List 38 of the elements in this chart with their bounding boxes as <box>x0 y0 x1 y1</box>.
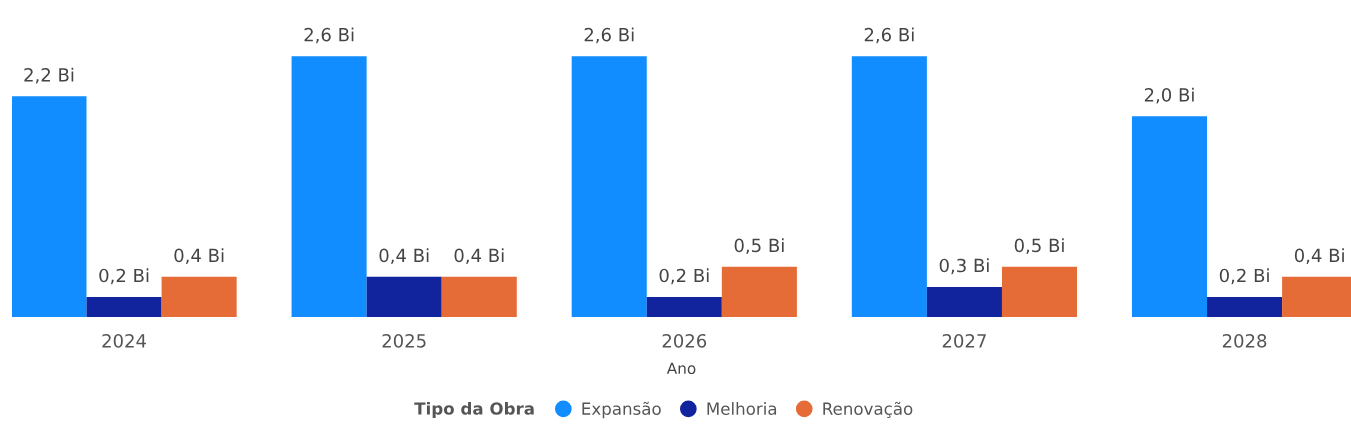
x-tick-label: 2025 <box>382 333 426 348</box>
data-label: 2,6 Bi <box>584 27 634 44</box>
bar <box>161 276 237 317</box>
data-label: 0,4 Bi <box>379 248 429 265</box>
bar <box>1131 116 1208 317</box>
x-tick-label: 2026 <box>662 333 707 348</box>
bar <box>441 276 517 317</box>
x-axis-title: Ano <box>666 362 696 375</box>
x-tick-label: 2024 <box>102 333 147 348</box>
data-label: 0,5 Bi <box>1014 238 1064 255</box>
bar <box>571 56 647 317</box>
bar <box>366 276 442 317</box>
data-label: 2,2 Bi <box>24 67 74 84</box>
bar <box>12 96 87 317</box>
data-label: 2,0 Bi <box>1144 87 1194 104</box>
legend-title: Tipo da Obra <box>414 401 534 419</box>
data-label: 2,6 Bi <box>304 27 354 44</box>
bar <box>926 286 1002 317</box>
data-label: 0,2 Bi <box>99 268 149 285</box>
data-label: 0,4 Bi <box>174 248 224 265</box>
bar <box>1001 266 1078 317</box>
data-label: 0,5 Bi <box>734 238 784 255</box>
bar <box>721 266 797 317</box>
bar <box>646 296 722 317</box>
data-label: 0,2 Bi <box>659 268 709 285</box>
bar <box>851 56 927 317</box>
bar <box>291 56 367 317</box>
legend-label: Melhoria <box>707 402 777 415</box>
legend-label: Expansão <box>582 401 661 419</box>
data-label: 0,4 Bi <box>1294 248 1344 265</box>
data-label: 0,2 Bi <box>1219 268 1269 285</box>
data-label: 0,4 Bi <box>454 248 504 265</box>
data-label: 0,3 Bi <box>939 258 989 275</box>
x-tick-label: 2028 <box>1222 333 1267 348</box>
data-label: 2,6 Bi <box>864 27 914 44</box>
x-tick-label: 2027 <box>942 333 986 348</box>
bar <box>86 296 162 317</box>
legend-label: Renovação <box>823 401 913 418</box>
